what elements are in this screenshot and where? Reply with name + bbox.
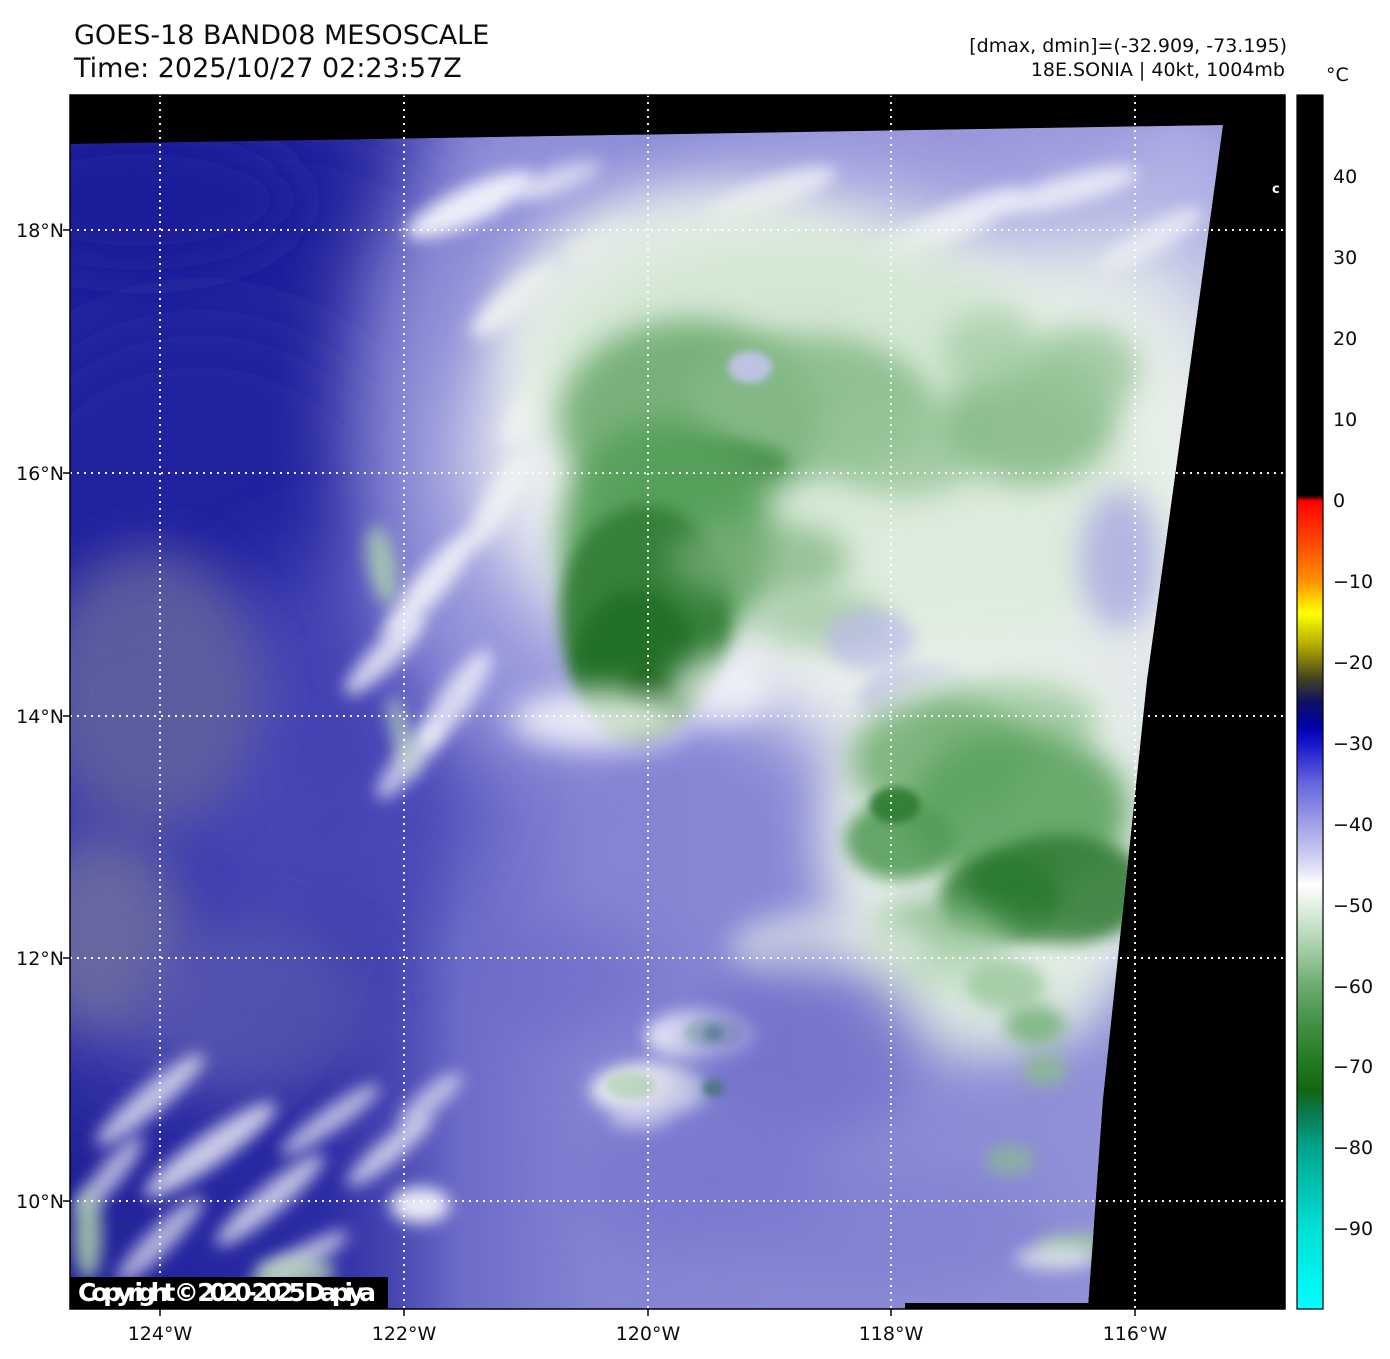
colorbar-tick-label: 30 <box>1333 247 1357 269</box>
copyright-text: Copyright © 2020-2025 Dapiya <box>78 1278 376 1307</box>
copyright-badge: Copyright © 2020-2025 Dapiya <box>70 1277 388 1309</box>
lat-tick-label: 16°N <box>16 463 64 485</box>
axis-ticks <box>63 229 1136 1316</box>
figure-title: GOES-18 BAND08 MESOSCALE <box>74 20 490 51</box>
colorbar-tick-label: −20 <box>1333 652 1373 674</box>
colorbar-tick-label: −80 <box>1333 1137 1373 1159</box>
colorbar-unit: °C <box>1326 64 1349 86</box>
lat-tick-label: 10°N <box>16 1191 64 1213</box>
edge-artifact-glyph: c <box>1272 182 1280 197</box>
lon-tick-label: 122°W <box>372 1323 437 1345</box>
colorbar-tick-label: −60 <box>1333 976 1373 998</box>
lat-tick-label: 12°N <box>16 948 64 970</box>
colorbar-scale <box>1296 94 1324 1310</box>
storm-info-readout: 18E.SONIA | 40kt, 1004mb <box>1030 59 1285 81</box>
colorbar-tick-label: −30 <box>1333 733 1373 755</box>
lon-tick-label: 118°W <box>859 1323 924 1345</box>
dmax-dmin-readout: [dmax, dmin]=(-32.909, -73.195) <box>969 35 1287 57</box>
lat-tick-label: 14°N <box>16 706 64 728</box>
colorbar-tick-label: −10 <box>1333 571 1373 593</box>
colorbar-tick-label: −70 <box>1333 1056 1373 1078</box>
colorbar-tick-label: 40 <box>1333 166 1357 188</box>
figure-timestamp: Time: 2025/10/27 02:23:57Z <box>74 53 462 84</box>
lon-tick-label: 116°W <box>1103 1323 1168 1345</box>
colorbar-tick-labels: 40 30 20 10 0 −10 −20 −30 −40 −50 −60 −7… <box>1333 166 1373 1240</box>
lon-tick-label: 120°W <box>616 1323 681 1345</box>
lon-axis: 124°W 122°W 120°W 118°W 116°W <box>128 1323 1168 1345</box>
colorbar-tick-label: −40 <box>1333 814 1373 836</box>
plot-frame <box>69 94 1286 1310</box>
lat-axis: 18°N 16°N 14°N 12°N 10°N <box>16 220 64 1213</box>
colorbar-tick-label: 0 <box>1333 490 1345 512</box>
lon-tick-label: 124°W <box>128 1323 193 1345</box>
colorbar: °C 40 30 20 10 0 −10 −20 −30 −40 −50 −60… <box>1296 64 1373 1310</box>
colorbar-tick-label: −90 <box>1333 1218 1373 1240</box>
lat-tick-label: 18°N <box>16 220 64 242</box>
colorbar-tick-label: 10 <box>1333 409 1357 431</box>
colorbar-tick-label: 20 <box>1333 328 1357 350</box>
satellite-image <box>70 125 1223 1309</box>
swath-bottom-notch <box>905 1303 1090 1309</box>
colorbar-tick-label: −50 <box>1333 895 1373 917</box>
